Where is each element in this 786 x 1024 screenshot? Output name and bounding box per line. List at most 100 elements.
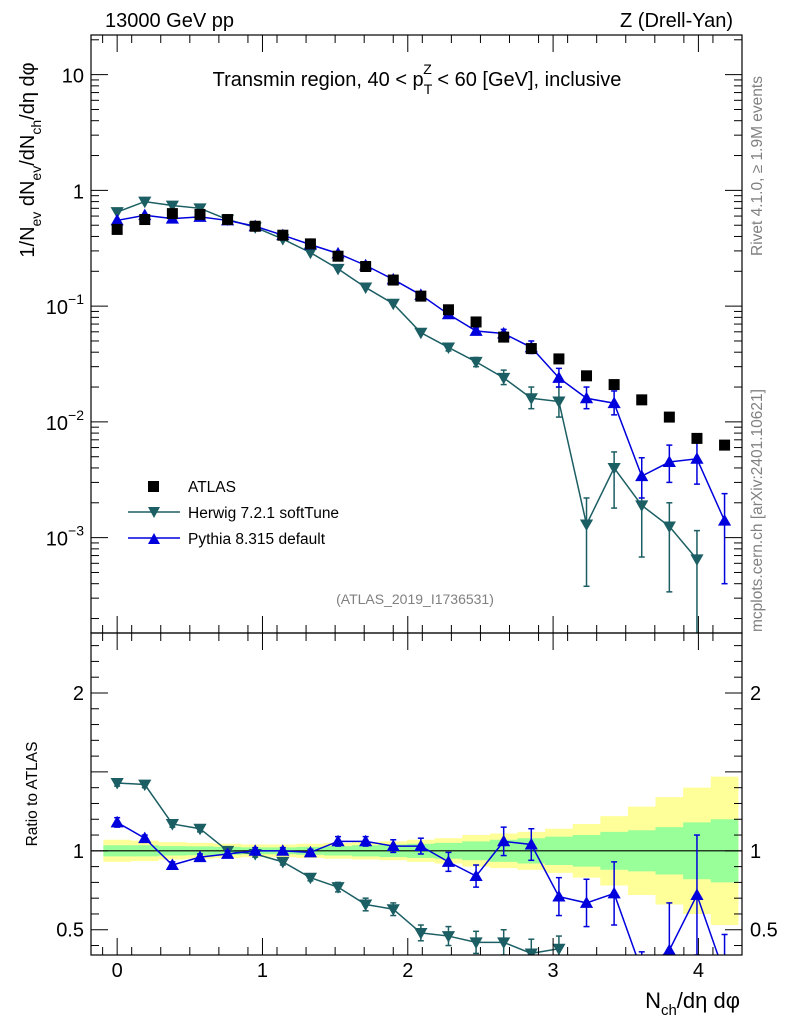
pythia-ratio-point: [331, 834, 345, 847]
atlas-data-point: [415, 290, 427, 302]
main-x-ticks: [102, 35, 714, 633]
herwig-main-line: [116, 200, 698, 560]
pythia-ratio-point: [165, 858, 179, 870]
main-y-tick-mantissa: 10: [46, 297, 68, 319]
ratio-y-tick-label-right: 0.5: [750, 920, 778, 942]
main-y-tick-mantissa: 10: [46, 413, 68, 435]
pythia-ratio-point: [359, 834, 373, 847]
atlas-data-point: [442, 304, 454, 316]
header-left: 13000 GeV pp: [105, 10, 234, 32]
atlas-data-point: [691, 432, 703, 444]
main-y-tick-exponent: −2: [68, 407, 84, 423]
atlas-data-point: [304, 238, 316, 250]
herwig-ratio-point: [497, 937, 511, 949]
pythia-main-point: [690, 452, 704, 464]
herwig-main-point: [579, 519, 594, 532]
atlas-data-point: [360, 260, 372, 272]
main-y-label: 1/Nev dNev/dNch/dη dφ: [17, 62, 44, 257]
ylabel-p1: ev: [28, 212, 44, 227]
main-y-tick-label: 10: [62, 66, 84, 88]
atlas-data-point: [525, 343, 537, 355]
herwig-main-point: [110, 207, 124, 219]
pythia-ratio-point: [220, 847, 235, 859]
ylabel-p5: ch: [28, 120, 44, 135]
herwig-main-point: [497, 372, 511, 385]
ratio-y-tick-label-right: 2: [750, 683, 761, 705]
main-y-tick-mantissa: 10: [46, 529, 68, 551]
pythia-main-point: [607, 396, 621, 409]
title-pre: Transmin region, 40 < p: [213, 69, 424, 91]
ratio-x-ticks: 0 1 2 3 4: [102, 633, 714, 982]
rivet-label: Rivet 4.1.0, ≥ 1.9M events: [749, 76, 766, 256]
ylabel-p3: ev: [28, 166, 44, 181]
x-tick-label: 4: [693, 960, 704, 982]
main-title: Transmin region, 40 < pTZ < 60 [GeV], in…: [213, 61, 622, 97]
herwig-main-point: [414, 327, 428, 340]
header-right: Z (Drell-Yan): [620, 10, 733, 32]
legend-atlas-marker: [148, 481, 159, 492]
atlas-data-point: [663, 411, 675, 423]
atlas-data-point: [249, 220, 261, 232]
atlas-data-point: [139, 214, 151, 226]
ratio-plot-content: [91, 776, 742, 976]
herwig-main-point: [303, 247, 318, 260]
pythia-ratio-point: [579, 896, 594, 908]
herwig-ratio-point: [469, 937, 483, 949]
ratio-frame: [90, 632, 743, 956]
pythia-ratio-point: [248, 844, 262, 856]
analysis-watermark: (ATLAS_2019_I1736531): [336, 591, 494, 607]
herwig-main-point: [359, 282, 373, 295]
ratio-y-ticks: 0.5 0.5 1 1 2 2: [56, 645, 778, 947]
atlas-data-point: [194, 208, 206, 220]
pythia-main-point: [110, 213, 124, 226]
pythia-ratio-point: [303, 845, 318, 858]
atlas-data-point: [498, 331, 510, 343]
pythia-ratio-point: [441, 855, 456, 867]
herwig-ratio-point: [414, 927, 428, 940]
pythia-ratio-point: [469, 869, 483, 882]
herwig-main-point: [607, 462, 621, 475]
pythia-ratio-point: [386, 839, 400, 852]
title-sup: Z: [423, 61, 432, 77]
herwig-ratio-point: [441, 931, 456, 943]
atlas-data-point: [111, 223, 123, 235]
herwig-ratio-point: [276, 856, 290, 869]
pythia-ratio-point: [690, 888, 704, 900]
atlas-data-point: [581, 370, 593, 382]
pythia-ratio-point: [414, 839, 428, 852]
ylabel-p0: 1/N: [17, 226, 39, 257]
atlas-data-point: [222, 214, 234, 226]
ratio-y-tick-label-left: 2: [73, 683, 84, 705]
main-y-tick-label: 10−3: [46, 523, 84, 551]
main-y-tick-exponent: −1: [68, 291, 84, 307]
pythia-main-line: [117, 214, 726, 522]
x-tick-label: 0: [112, 960, 123, 982]
ratio-y-tick-label-right: 1: [750, 841, 761, 863]
legend-herwig-marker: [148, 507, 160, 518]
ratio-panel: 0.5 0.5 1 1 2 2 0 1 2 3 4 Ratio to ATLAS Nch/dη d…: [24, 632, 778, 1019]
ylabel-p2: dN: [17, 181, 39, 212]
herwig-main-point: [662, 521, 676, 534]
ratio-y-tick-label-left: 0.5: [56, 920, 84, 942]
herwig-ratio-point: [138, 779, 152, 792]
legend: ATLAS Herwig 7.2.1 softTune Pythia 8.315…: [128, 479, 339, 548]
herwig-main-point: [524, 393, 538, 405]
pythia-ratio-point: [635, 964, 648, 976]
mcplots-label: mcplots.cern.ch [arXiv:2401.10621]: [749, 389, 766, 632]
herwig-ratio-point: [331, 882, 345, 894]
main-y-tick-label: 10−2: [46, 407, 84, 435]
pythia-ratio-point: [662, 943, 676, 955]
pythia-main-point: [635, 469, 649, 482]
legend-pythia-marker: [148, 533, 160, 544]
herwig-main-point: [386, 298, 400, 311]
herwig-main-point: [635, 500, 649, 512]
herwig-ratio-point: [110, 778, 124, 790]
atlas-data-point: [608, 379, 620, 391]
herwig-main-point: [469, 356, 483, 369]
main-y-tick-label: 10−1: [46, 291, 84, 319]
herwig-ratio-point: [524, 948, 538, 955]
main-y-tick-label: 1: [73, 181, 84, 203]
